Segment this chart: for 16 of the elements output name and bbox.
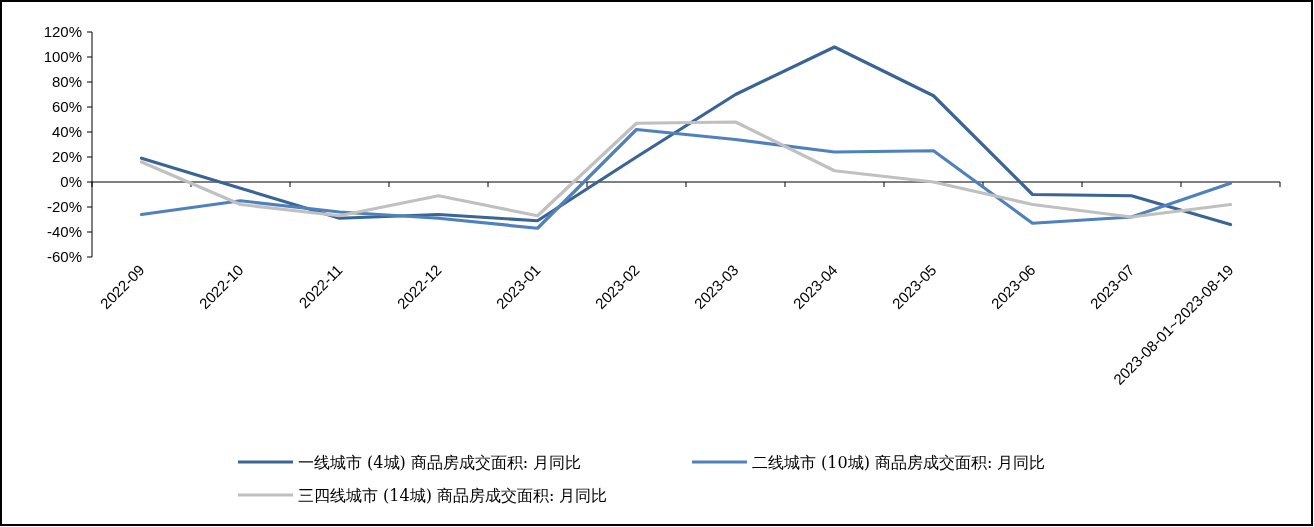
y-tick-label: 120% (43, 23, 82, 40)
y-tick-label: -20% (46, 198, 82, 215)
line-series (139, 127, 1233, 230)
y-tick-label: -60% (46, 248, 82, 265)
line-series (139, 45, 1233, 227)
y-tick-label: 60% (51, 98, 82, 115)
y-tick-label: 40% (51, 123, 82, 140)
legend-label: 三四线城市 (14城) 商品房成交面积: 月同比 (298, 486, 608, 505)
y-tick-label: -40% (46, 223, 82, 240)
y-tick-label: 80% (51, 73, 82, 90)
y-tick-label: 0% (60, 173, 82, 190)
y-tick-label: 20% (51, 148, 82, 165)
line-series (139, 120, 1233, 219)
legend-label: 一线城市 (4城) 商品房成交面积: 月同比 (298, 453, 582, 472)
y-tick-label: 100% (43, 48, 82, 65)
legend-label: 二线城市 (10城) 商品房成交面积: 月同比 (752, 453, 1046, 472)
